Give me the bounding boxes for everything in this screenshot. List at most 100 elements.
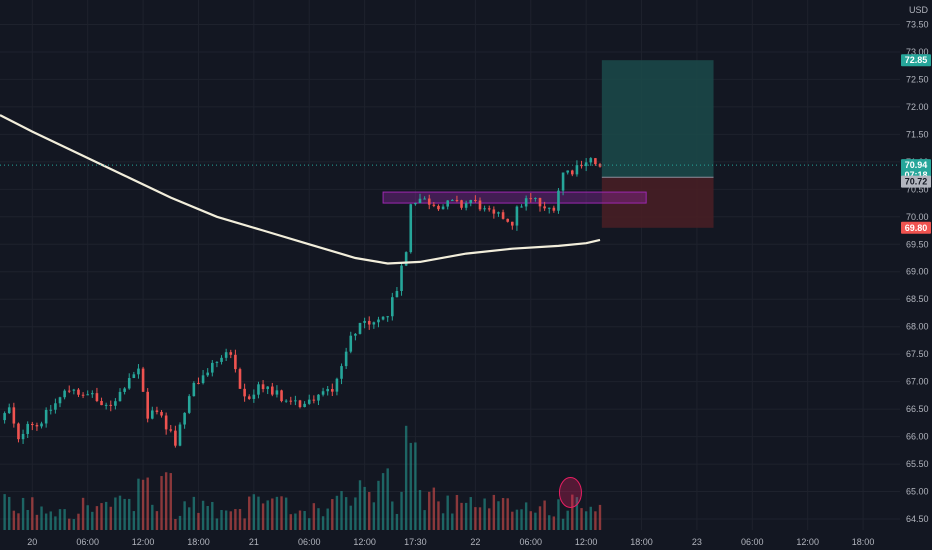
volume-bar (538, 506, 542, 530)
volume-bar (414, 442, 417, 530)
volume-bar (474, 507, 477, 530)
volume-bar (146, 477, 149, 530)
volume-bar (197, 512, 200, 530)
volume-bar (44, 513, 48, 530)
candle-body (566, 170, 569, 173)
candle-body (441, 206, 445, 210)
y-tick-label: 65.50 (906, 459, 929, 469)
candle-body (151, 410, 154, 419)
candle-body (372, 322, 376, 325)
candle-body (492, 209, 496, 214)
volume-bar (109, 506, 112, 530)
volume-bar (561, 518, 565, 530)
candle-body (520, 206, 523, 208)
volume-bar (35, 514, 39, 530)
volume-bar (308, 518, 311, 530)
y-tick-label: 72.50 (906, 74, 929, 84)
volume-bar (229, 511, 232, 530)
volume-bar (404, 425, 408, 530)
candle-body (432, 204, 436, 206)
x-tick-label: 22 (470, 537, 480, 547)
x-tick-label: 06:00 (76, 537, 99, 547)
candle-body (183, 412, 186, 425)
volume-bar (312, 503, 316, 530)
candle-body (534, 197, 537, 199)
target-price-badge: 72.85 (905, 55, 928, 65)
x-tick-label: 12:00 (796, 537, 819, 547)
candle-body (3, 413, 6, 421)
volume-bar (81, 497, 85, 530)
candle-body (164, 415, 168, 430)
volume-bar (294, 513, 297, 530)
candle-body (40, 423, 43, 427)
candle-body (497, 212, 500, 214)
volume-bar (441, 513, 445, 530)
volume-bar (594, 511, 597, 530)
volume-bar (584, 511, 588, 530)
volume-bar (381, 473, 385, 530)
volume-bar (266, 500, 269, 530)
volume-bar (571, 494, 574, 530)
volume-bar (335, 495, 339, 530)
volume-bar (344, 497, 348, 530)
candle-body (331, 389, 334, 392)
candle-body (437, 205, 440, 210)
x-tick-label: 20 (27, 537, 37, 547)
candle-body (409, 204, 413, 253)
volume-bar (215, 518, 219, 530)
volume-bar (492, 494, 496, 530)
candle-body (63, 390, 66, 398)
volume-bar (132, 511, 136, 530)
volume-bar (257, 496, 260, 530)
x-tick-label: 06:00 (741, 537, 764, 547)
candle-body (201, 375, 205, 384)
candle-body (44, 409, 48, 424)
candle-body (358, 322, 362, 334)
candle-body (234, 354, 237, 370)
y-tick-label: 66.00 (906, 432, 929, 442)
volume-bar (252, 494, 256, 530)
y-tick-label: 72.00 (906, 102, 929, 112)
volume-bar (317, 508, 320, 530)
candle-body (95, 393, 99, 401)
candle-body (414, 203, 417, 205)
volume-bar (95, 506, 99, 530)
volume-bar (248, 496, 251, 530)
candle-body (72, 389, 76, 391)
candle-body (123, 388, 126, 392)
candle-body (469, 199, 473, 204)
candle-body (21, 433, 25, 440)
candle-body (575, 165, 579, 175)
candle-body (594, 158, 597, 165)
volume-bar (164, 472, 168, 530)
candle-body (349, 335, 353, 352)
candle-body (529, 198, 533, 200)
volume-bar (497, 501, 500, 530)
candle-body (367, 320, 371, 325)
entry-price-badge-bg (901, 175, 931, 188)
volume-bar (3, 494, 6, 530)
volume-bar (8, 496, 11, 530)
candle-body (344, 351, 348, 367)
candle-body (58, 397, 62, 404)
current-price-badge: 70.94 (905, 160, 928, 170)
volume-bar (68, 518, 71, 530)
entry-price-badge: 70.72 (905, 177, 928, 187)
candle-body (31, 423, 34, 426)
volume-bar (54, 516, 57, 530)
volume-bar (446, 495, 449, 530)
volume-bar (515, 509, 519, 530)
volume-bar (261, 503, 265, 530)
candle-body (197, 382, 200, 384)
candle-body (35, 425, 39, 427)
volume-bar (12, 510, 16, 530)
candle-body (77, 389, 80, 395)
stop-price-badge-bg (901, 221, 931, 234)
volume-bar (234, 509, 237, 530)
candle-body (395, 290, 399, 298)
volume-bar (77, 513, 80, 530)
x-tick-label: 18:00 (187, 537, 210, 547)
volume-bar (100, 503, 103, 530)
candle-body (104, 404, 108, 406)
